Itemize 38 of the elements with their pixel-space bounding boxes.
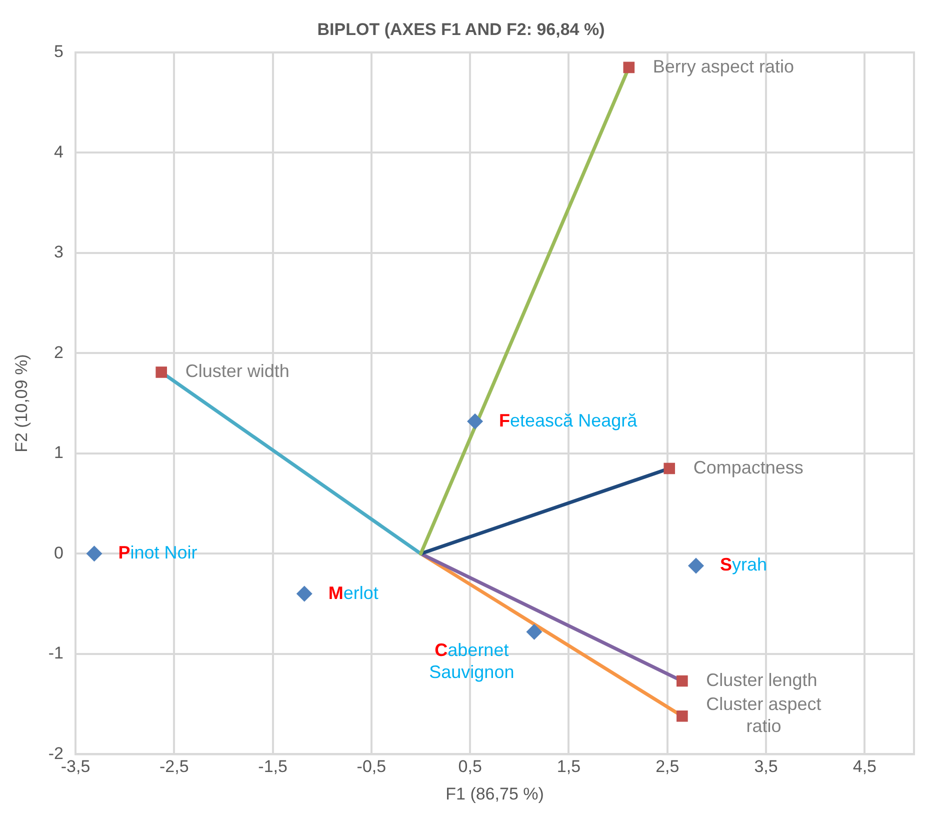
annotation: Pinot Noir bbox=[118, 542, 198, 563]
y-tick-label: -1 bbox=[48, 644, 64, 663]
x-tick-label: -0,5 bbox=[356, 757, 386, 776]
annotation: Cluster length bbox=[706, 670, 818, 690]
y-tick-label: 2 bbox=[54, 342, 64, 362]
x-tick-label: 3,5 bbox=[754, 757, 778, 776]
x-tick-label: 2,5 bbox=[656, 757, 680, 776]
x-tick-label: 0,5 bbox=[458, 757, 482, 776]
annotation: Cluster aspect ratio bbox=[706, 694, 822, 736]
annotation: Syrah bbox=[720, 554, 768, 575]
annotation: Berry aspect ratio bbox=[652, 56, 794, 76]
y-tick-label: 5 bbox=[54, 42, 64, 62]
x-tick-label: -2,5 bbox=[160, 757, 189, 776]
point bbox=[676, 675, 688, 687]
x-axis-title: F1 (86,75 %) bbox=[446, 784, 544, 804]
y-tick-label: 3 bbox=[54, 242, 64, 262]
chart-title: BIPLOT (AXES F1 AND F2: 96,84 %) bbox=[317, 20, 605, 39]
annotation: Compactness bbox=[693, 457, 804, 478]
y-tick-label: 0 bbox=[54, 543, 64, 562]
x-tick-label: 1,5 bbox=[556, 757, 581, 776]
point bbox=[86, 546, 102, 562]
annotation: Cabernet Sauvignon bbox=[429, 640, 514, 682]
point bbox=[296, 586, 312, 602]
point bbox=[664, 462, 676, 474]
y-axis-title: F2 (10,09 %) bbox=[12, 354, 31, 452]
point bbox=[676, 710, 688, 722]
y-tick-label: 1 bbox=[54, 443, 64, 462]
point bbox=[156, 366, 167, 378]
point bbox=[623, 62, 635, 74]
annotation: Fetească Neagră bbox=[499, 410, 638, 430]
point bbox=[526, 624, 542, 640]
x-tick-label: 4,5 bbox=[852, 757, 876, 776]
y-tick-label: 4 bbox=[54, 142, 64, 162]
annotation: Merlot bbox=[328, 582, 378, 603]
x-tick-label: -1,5 bbox=[258, 757, 288, 776]
point bbox=[467, 413, 484, 430]
annotation: Cluster width bbox=[185, 361, 290, 382]
point bbox=[688, 558, 704, 574]
